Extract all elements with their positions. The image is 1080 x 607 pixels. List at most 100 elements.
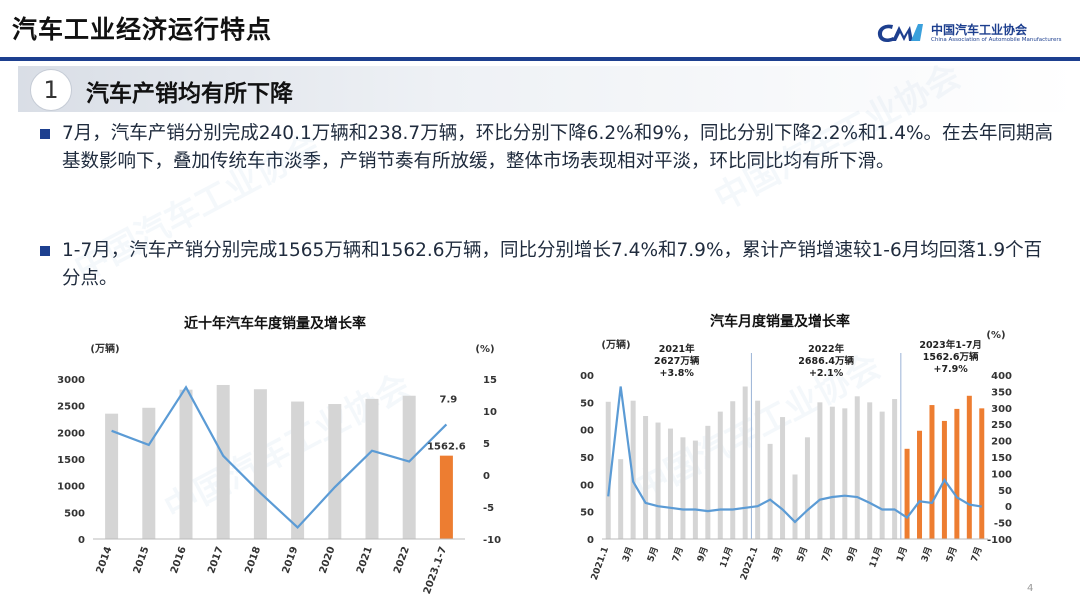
right-y-tick-label: 0 xyxy=(1005,502,1012,513)
x-tick-label: 7月 xyxy=(670,545,686,563)
x-tick-label: 2023.1-7 xyxy=(422,545,449,596)
x-tick-label: 2019 xyxy=(281,545,301,575)
x-tick-label: 11月 xyxy=(718,545,736,569)
monthly-sales-bar xyxy=(692,440,698,539)
annotation-growth: +2.1% xyxy=(809,368,844,379)
annual-sales-bar xyxy=(439,455,453,539)
page-number: 4 xyxy=(1027,583,1034,594)
x-tick-label: 1月 xyxy=(894,545,910,563)
monthly-sales-bar xyxy=(767,443,773,539)
bullet-text: 1-7月，汽车产销分别完成1565万辆和1562.6万辆，同比分别增长7.4%和… xyxy=(62,240,1043,289)
caam-logo-icon xyxy=(877,24,923,43)
x-axis-labels: 2014 2015 2016 2017 2018 2019 2020 2021 2022 2023… xyxy=(95,545,450,596)
monthly-sales-bar xyxy=(804,437,810,539)
right-y-tick-label: 5 xyxy=(483,439,490,450)
bullet-square-icon xyxy=(40,246,50,256)
bullet-square-icon xyxy=(40,129,50,139)
chart-title: 近十年汽车年度销量及增长率 xyxy=(184,315,366,332)
right-y-tick-label: 150 xyxy=(991,453,1012,464)
x-tick-label: 2022 xyxy=(392,545,412,575)
x-tick-label: 5月 xyxy=(795,545,811,563)
last-rate-value-label: 7.9 xyxy=(440,394,458,405)
monthly-sales-bar xyxy=(867,402,873,539)
annual-sales-bar xyxy=(105,413,119,539)
left-y-tick-label: 1000 xyxy=(57,482,85,493)
left-y-tick-label: 0 xyxy=(587,535,594,546)
x-tick-label: 2021 xyxy=(355,545,375,575)
x-tick-label: 7月 xyxy=(820,545,836,563)
x-tick-label: 11月 xyxy=(867,545,885,569)
right-y-tick-label: 15 xyxy=(483,375,497,386)
right-y-tick-label: 250 xyxy=(991,420,1012,431)
annotation-total: 2686.4万辆 xyxy=(798,355,854,367)
right-y-tick-label: 300 xyxy=(991,404,1012,415)
monthly-sales-bar xyxy=(879,411,885,539)
section-number: 1 xyxy=(30,69,72,111)
monthly-sales-bar xyxy=(717,411,723,539)
right-y-tick-label: -100 xyxy=(987,535,1012,546)
left-unit-label: (万辆) xyxy=(601,338,630,351)
annual-sales-bar xyxy=(253,389,267,539)
left-unit-label: (万辆) xyxy=(90,342,119,355)
annual-sales-bar xyxy=(216,384,230,539)
annotation-year: 2022年 xyxy=(808,343,844,355)
bullet-item: 7月，汽车产销分别完成240.1万辆和238.7万辆，环比分别下降6.2%和9%… xyxy=(40,120,1060,175)
right-unit-label: (%) xyxy=(475,344,494,355)
monthly-sales-bar xyxy=(966,395,972,539)
monthly-sales-bar xyxy=(817,402,823,539)
monthly-sales-bar xyxy=(780,417,786,539)
bullet-text: 7月，汽车产销分别完成240.1万辆和238.7万辆，环比分别下降6.2%和9%… xyxy=(62,123,1054,172)
right-y-tick-label: 10 xyxy=(483,407,497,418)
monthly-sales-bar xyxy=(929,405,935,539)
right-unit-label: (%) xyxy=(986,330,1005,341)
right-y-axis: -10 -5 0 5 10 15 xyxy=(483,375,501,546)
x-axis-labels: 2021.1 3月 5月 7月 9月 11月 2022.1 3月 5月 7月 9月 11月 1月 3月 5月… xyxy=(590,545,985,581)
annual-sales-chart: 近十年汽车年度销量及增长率 (万辆) (%) 0 500 1000 1500 2000 2… xyxy=(57,315,501,596)
x-tick-label: 5月 xyxy=(645,545,661,563)
annotation-year: 2023年1-7月 xyxy=(919,339,982,351)
x-tick-label: 7月 xyxy=(969,545,985,563)
left-y-axis: 0 500 1000 1500 2000 2500 3000 xyxy=(57,375,85,546)
x-tick-label: 3月 xyxy=(770,545,786,563)
monthly-sales-bar xyxy=(618,459,624,539)
monthly-sales-bar xyxy=(854,396,860,539)
left-y-tick-label: 500 xyxy=(64,508,85,519)
x-tick-label: 2021.1 xyxy=(590,546,611,582)
caam-logo: 中国汽车工业协会 China Association of Automobile… xyxy=(875,20,1075,54)
annual-sales-bar xyxy=(179,389,193,539)
x-tick-label: 2020 xyxy=(318,545,338,575)
right-y-axis: -100 -50 0 50 100 150 200 250 300 350 400 xyxy=(987,371,1012,546)
x-tick-label: 3月 xyxy=(620,545,636,563)
growth-rate-line xyxy=(111,385,448,530)
logo-english-name: China Association of Automobile Manufact… xyxy=(931,37,1062,43)
monthly-sales-bar xyxy=(755,400,761,539)
monthly-sales-chart: 汽车月度销量及增长率 (万辆) (%) 0 50 100 150 200 250 300 -… xyxy=(580,313,1012,582)
section-title: 汽车产销均有所下降 xyxy=(86,81,293,107)
x-tick-label: 3月 xyxy=(919,545,935,563)
annual-sales-bar xyxy=(365,398,379,539)
left-y-tick-label: 200 xyxy=(580,426,594,437)
x-tick-label: 2017 xyxy=(206,545,226,575)
section-banner xyxy=(18,66,1078,112)
monthly-sales-bar xyxy=(643,416,649,539)
last-bar-value-label: 1562.6 xyxy=(427,442,466,453)
monthly-sales-bar xyxy=(979,408,985,539)
left-y-axis: 0 50 100 150 200 250 300 xyxy=(580,371,594,546)
header: 汽车工业经济运行特点 中国汽车工业协会 China Association of… xyxy=(0,0,1080,62)
annual-sales-bar xyxy=(142,407,156,539)
left-y-tick-label: 0 xyxy=(78,535,85,546)
left-y-tick-label: 150 xyxy=(580,453,594,464)
monthly-sales-bar xyxy=(667,428,673,539)
right-y-tick-label: 50 xyxy=(998,486,1012,497)
right-y-tick-label: 0 xyxy=(483,471,490,482)
left-y-tick-label: 100 xyxy=(580,480,594,491)
annotation-total: 1562.6万辆 xyxy=(923,351,979,363)
left-y-tick-label: 3000 xyxy=(57,375,85,386)
left-y-tick-label: 250 xyxy=(580,398,594,409)
bar-series xyxy=(105,384,453,539)
right-y-tick-label: -10 xyxy=(483,535,501,546)
annual-sales-bar xyxy=(328,404,342,539)
